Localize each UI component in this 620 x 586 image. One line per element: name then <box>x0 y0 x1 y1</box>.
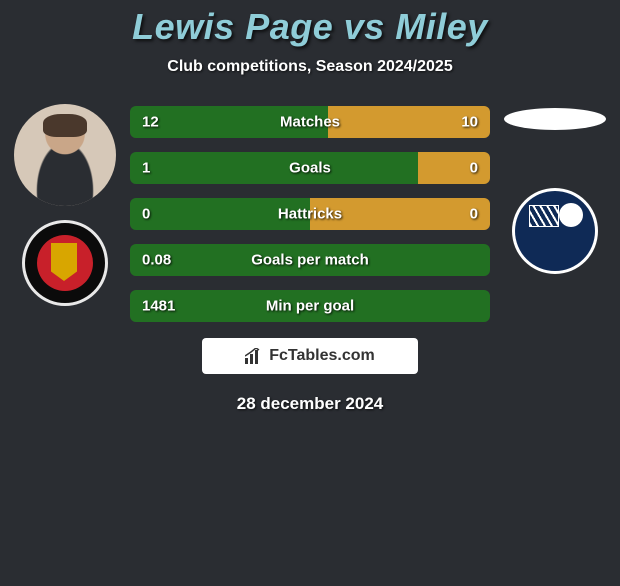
stat-bar-right-fill <box>418 152 490 184</box>
stat-bar: 1 0 Goals <box>130 152 490 184</box>
left-player-column <box>10 104 120 306</box>
right-club-badge <box>512 188 598 274</box>
stat-value-left: 0.08 <box>142 252 171 269</box>
footer-date: 28 december 2024 <box>10 394 610 414</box>
stat-value-left: 1 <box>142 160 150 177</box>
stat-bar: 12 10 Matches <box>130 106 490 138</box>
stats-column: 1210Matches10Goals00Hattricks0.08Goals p… <box>130 104 490 322</box>
branding-badge[interactable]: FcTables.com <box>202 338 418 374</box>
branding-text: FcTables.com <box>269 347 375 365</box>
stat-label: Goals <box>289 160 331 177</box>
stat-label: Hattricks <box>278 206 342 223</box>
stat-bar: 1481 Min per goal <box>130 290 490 322</box>
stat-bar-left-fill <box>130 152 418 184</box>
left-player-avatar <box>14 104 116 206</box>
stat-label: Min per goal <box>266 298 354 315</box>
stat-value-right: 0 <box>470 160 478 177</box>
stat-value-left: 12 <box>142 114 159 131</box>
stat-value-right: 0 <box>470 206 478 223</box>
stat-value-left: 0 <box>142 206 150 223</box>
club-badge-inner <box>515 191 595 271</box>
page-subtitle: Club competitions, Season 2024/2025 <box>10 58 610 76</box>
comparison-row: 1210Matches10Goals00Hattricks0.08Goals p… <box>10 104 610 322</box>
right-player-column <box>500 104 610 274</box>
avatar-placeholder-person <box>14 104 116 206</box>
stat-bar: 0.08 Goals per match <box>130 244 490 276</box>
stat-value-left: 1481 <box>142 298 175 315</box>
bar-chart-icon <box>245 348 263 364</box>
stat-bar: 0 0 Hattricks <box>130 198 490 230</box>
stat-value-right: 10 <box>461 114 478 131</box>
comparison-card: Lewis Page vs Miley Club competitions, S… <box>0 6 620 414</box>
left-club-badge <box>22 220 108 306</box>
stat-label: Goals per match <box>251 252 369 269</box>
stat-label: Matches <box>280 114 340 131</box>
right-player-avatar-placeholder <box>504 108 606 130</box>
club-badge-text <box>25 223 105 303</box>
page-title: Lewis Page vs Miley <box>10 6 610 48</box>
